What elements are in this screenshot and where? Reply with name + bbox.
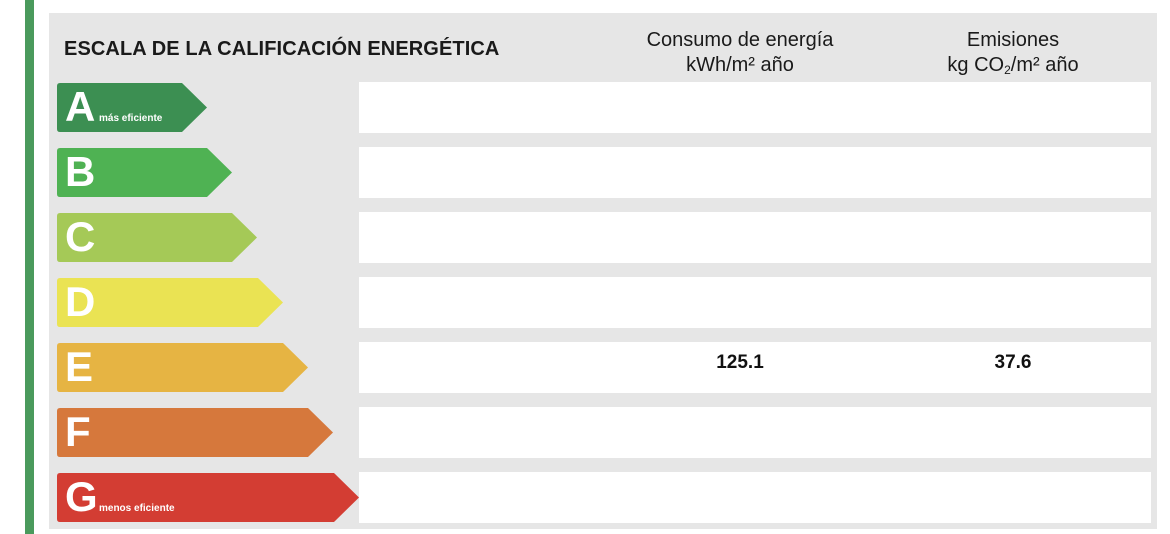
rating-row-d: D: [55, 277, 1151, 328]
emisiones-unit: kg CO2/m² año: [947, 54, 1079, 77]
rating-arrow-g: [57, 473, 359, 522]
rating-value-cell: [359, 212, 1151, 263]
rating-note: más eficiente: [99, 113, 163, 124]
consumo-value: 125.1: [716, 352, 764, 373]
rating-value-cell: [359, 342, 1151, 393]
rating-value-cell: [359, 472, 1151, 523]
rating-row-e: E 125.1 37.6: [55, 342, 1151, 393]
rating-arrow-a: [57, 83, 207, 132]
rating-row-b: B: [55, 147, 1151, 198]
rating-arrow-f: [57, 408, 333, 457]
column-header-emisiones: Emisiones kg CO2/m² año: [883, 28, 1143, 83]
rating-arrow-d: [57, 278, 283, 327]
rating-letter: F: [65, 408, 91, 455]
rating-note: menos eficiente: [99, 503, 175, 514]
accent-bar: [25, 0, 34, 534]
column-header-consumo: Consumo de energía kWh/m² año: [600, 28, 880, 78]
rating-value-cell: [359, 82, 1151, 133]
page-title: ESCALA DE LA CALIFICACIÓN ENERGÉTICA: [64, 38, 500, 60]
rating-arrow-b: [57, 148, 232, 197]
consumo-label: Consumo de energía: [646, 29, 834, 51]
rating-letter: A: [65, 83, 96, 130]
emisiones-label: Emisiones: [966, 29, 1060, 51]
emisiones-value: 37.6: [994, 352, 1032, 373]
rating-letter: G: [65, 473, 98, 520]
rating-letter: E: [65, 343, 94, 390]
rating-letter: B: [65, 148, 96, 195]
consumo-unit: kWh/m² año: [686, 54, 794, 76]
rating-value-cell: [359, 147, 1151, 198]
rating-row-f: F: [55, 407, 1151, 458]
rating-letter: D: [65, 278, 96, 325]
rating-value-cell: [359, 407, 1151, 458]
rating-arrow-e: [57, 343, 308, 392]
rating-letter: C: [65, 213, 96, 260]
rating-value-cell: [359, 277, 1151, 328]
rating-arrow-c: [57, 213, 257, 262]
rating-row-c: C: [55, 212, 1151, 263]
